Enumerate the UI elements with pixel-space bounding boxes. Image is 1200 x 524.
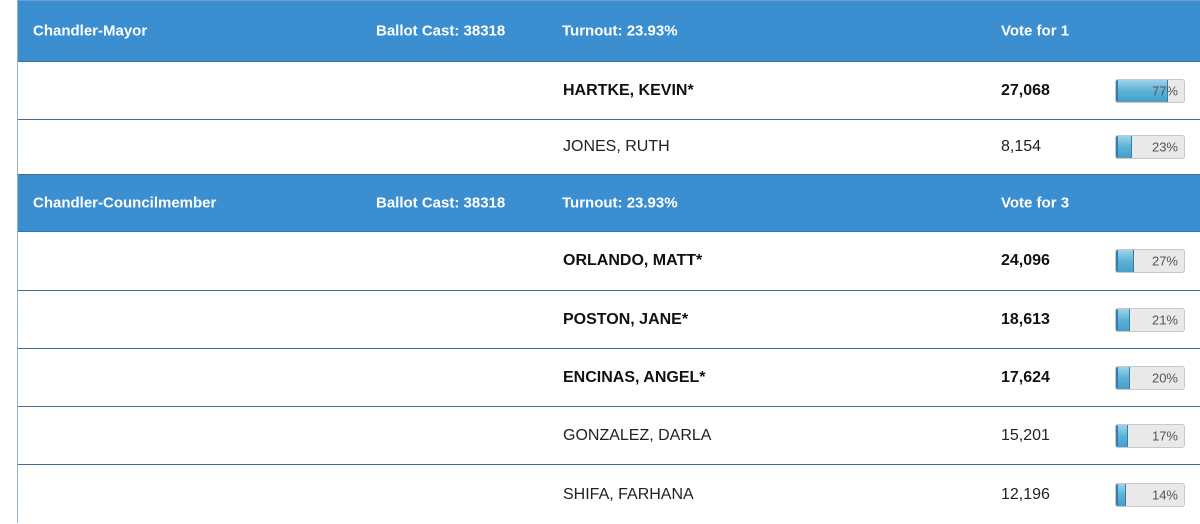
vote-for: Vote for 3 bbox=[1001, 194, 1070, 212]
candidate-row: SHIFA, FARHANA 12,196 14% bbox=[18, 465, 1200, 524]
candidate-name: POSTON, JANE* bbox=[563, 310, 689, 328]
vote-share-percent: 20% bbox=[1151, 370, 1178, 385]
candidate-votes: 18,613 bbox=[1001, 310, 1050, 328]
candidate-votes: 27,068 bbox=[1001, 81, 1050, 99]
vote-share-fill bbox=[1116, 424, 1128, 447]
race-name: Chandler-Councilmember bbox=[33, 194, 217, 212]
candidate-row: HARTKE, KEVIN* 27,068 77% bbox=[18, 62, 1200, 120]
vote-share-fill bbox=[1116, 79, 1169, 102]
vote-share-bar: 20% bbox=[1115, 365, 1185, 390]
candidate-row: ORLANDO, MATT* 24,096 27% bbox=[18, 232, 1200, 291]
candidate-name: SHIFA, FARHANA bbox=[563, 485, 694, 503]
vote-share-percent: 77% bbox=[1151, 83, 1178, 98]
vote-share-percent: 14% bbox=[1151, 487, 1178, 502]
vote-share-percent: 27% bbox=[1151, 253, 1178, 269]
vote-share-fill bbox=[1116, 136, 1132, 158]
turnout: Turnout: 23.93% bbox=[562, 194, 678, 212]
candidate-votes: 17,624 bbox=[1001, 368, 1050, 386]
ballot-cast: Ballot Cast: 38318 bbox=[376, 194, 506, 212]
candidate-votes: 15,201 bbox=[1001, 426, 1050, 444]
vote-share-bar: 77% bbox=[1115, 78, 1185, 103]
turnout: Turnout: 23.93% bbox=[562, 22, 678, 40]
candidate-votes: 12,196 bbox=[1001, 485, 1050, 503]
vote-share-fill bbox=[1116, 250, 1135, 272]
candidate-row: ENCINAS, ANGEL* 17,624 20% bbox=[18, 349, 1200, 407]
vote-share-percent: 21% bbox=[1151, 312, 1178, 327]
race-name: Chandler-Mayor bbox=[33, 22, 148, 40]
vote-share-bar: 27% bbox=[1115, 249, 1185, 273]
candidate-name: JONES, RUTH bbox=[563, 138, 670, 155]
candidate-row: POSTON, JANE* 18,613 21% bbox=[18, 291, 1200, 349]
vote-share-fill bbox=[1116, 366, 1130, 389]
candidate-row: JONES, RUTH 8,154 23% bbox=[18, 120, 1200, 175]
candidate-name: GONZALEZ, DARLA bbox=[563, 426, 712, 444]
vote-share-fill bbox=[1116, 483, 1126, 506]
election-results-table: Chandler-Mayor Ballot Cast: 38318 Turnou… bbox=[17, 0, 1200, 524]
vote-for: Vote for 1 bbox=[1001, 22, 1070, 40]
vote-share-bar: 21% bbox=[1115, 307, 1185, 332]
vote-share-bar: 14% bbox=[1115, 482, 1185, 507]
candidate-name: HARTKE, KEVIN* bbox=[563, 81, 694, 99]
vote-share-percent: 23% bbox=[1151, 139, 1178, 155]
vote-share-fill bbox=[1116, 308, 1131, 331]
candidate-votes: 24,096 bbox=[1001, 252, 1050, 269]
vote-share-percent: 17% bbox=[1151, 428, 1178, 443]
race-header-councilmember: Chandler-Councilmember Ballot Cast: 3831… bbox=[18, 175, 1200, 232]
candidate-votes: 8,154 bbox=[1001, 138, 1042, 155]
vote-share-bar: 17% bbox=[1115, 423, 1185, 448]
vote-share-bar: 23% bbox=[1115, 135, 1185, 159]
candidate-row: GONZALEZ, DARLA 15,201 17% bbox=[18, 407, 1200, 465]
candidate-name: ENCINAS, ANGEL* bbox=[563, 368, 706, 386]
candidate-name: ORLANDO, MATT* bbox=[563, 252, 703, 269]
ballot-cast: Ballot Cast: 38318 bbox=[376, 22, 506, 40]
race-header-mayor: Chandler-Mayor Ballot Cast: 38318 Turnou… bbox=[18, 1, 1200, 62]
